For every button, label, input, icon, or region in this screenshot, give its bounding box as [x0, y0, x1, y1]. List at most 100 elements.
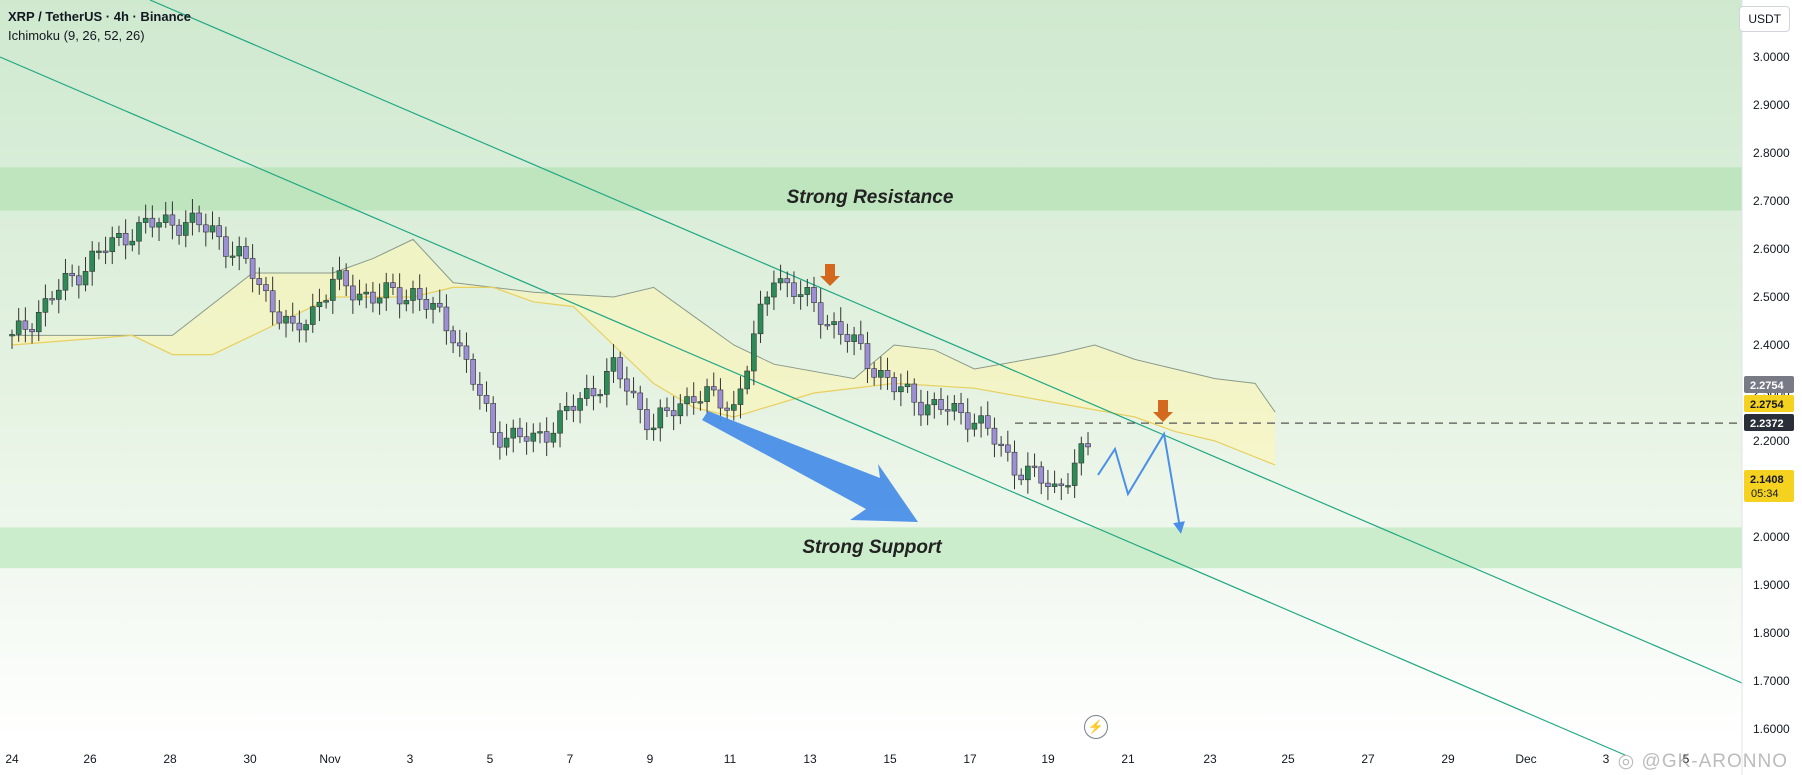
x-tick-label: 24: [5, 752, 19, 766]
x-tick-label: 5: [1683, 752, 1690, 766]
candle: [543, 431, 550, 443]
down-arrow-marker: [820, 264, 840, 286]
candle: [670, 410, 677, 417]
candle: [831, 321, 837, 325]
candle: [697, 401, 704, 404]
candle: [617, 357, 623, 380]
candle: [563, 405, 570, 412]
candle: [483, 395, 490, 404]
candle: [216, 225, 222, 238]
logo-icon: ◎: [1617, 751, 1636, 772]
candle: [1038, 466, 1045, 484]
down-arrow-marker: [1153, 400, 1173, 422]
downtrend-arrow: [702, 411, 918, 522]
candle: [149, 217, 156, 228]
candle: [1045, 482, 1051, 487]
symbol-title[interactable]: XRP / TetherUS · 4h · Binance: [8, 9, 192, 24]
y-tick-label: 2.2000: [1753, 434, 1790, 448]
candle: [918, 401, 924, 416]
price-label-box: [1744, 376, 1794, 393]
candle: [757, 303, 764, 335]
candle: [724, 407, 730, 411]
candle: [684, 396, 690, 405]
candle: [203, 224, 209, 233]
y-tick-label: 3.0000: [1753, 50, 1790, 64]
candle: [430, 302, 436, 310]
candle: [343, 270, 349, 287]
candle: [136, 222, 142, 242]
projection-path: [1097, 431, 1185, 534]
candle: [1071, 462, 1078, 486]
candle: [316, 301, 323, 308]
candle: [878, 370, 884, 378]
candle: [35, 311, 42, 333]
candle: [96, 250, 102, 253]
lightning-icon[interactable]: ⚡: [1084, 715, 1108, 739]
candle: [102, 250, 109, 253]
candle: [69, 272, 75, 277]
candle: [503, 437, 510, 448]
candle: [570, 405, 577, 411]
candle: [189, 212, 196, 223]
candle: [884, 370, 891, 378]
candle: [162, 214, 169, 223]
resistance-zone: [0, 167, 1742, 211]
candle: [851, 334, 857, 342]
candle: [229, 255, 236, 258]
candle: [557, 410, 563, 434]
candle: [891, 377, 898, 393]
candle: [396, 287, 403, 305]
candle: [356, 293, 363, 301]
y-tick-label: 2.8000: [1753, 146, 1790, 160]
y-tick-label: 2.5000: [1753, 290, 1790, 304]
candle: [423, 298, 430, 310]
y-tick-label: 2.0000: [1753, 530, 1790, 544]
candle: [76, 275, 82, 286]
candle: [1065, 485, 1071, 488]
countdown-text: 05:34: [1751, 488, 1779, 500]
candle: [777, 278, 784, 284]
candle: [89, 250, 95, 272]
candle: [443, 306, 450, 332]
watermark: ◎ @GK-ARONNO: [1618, 750, 1788, 773]
candle: [583, 388, 590, 399]
x-tick-label: 3: [1603, 752, 1610, 766]
candle: [824, 324, 831, 327]
candle: [243, 246, 249, 259]
candle: [517, 427, 523, 438]
candle: [263, 284, 269, 292]
candle: [657, 407, 664, 429]
candle: [971, 422, 978, 430]
indicator-label[interactable]: Ichimoku (9, 26, 52, 26): [8, 28, 145, 43]
candle: [630, 390, 637, 394]
candle: [403, 300, 410, 305]
candle: [383, 282, 390, 299]
candle: [490, 403, 497, 433]
candle: [22, 320, 29, 330]
candle: [811, 287, 817, 303]
time-axis-panel: [0, 743, 1742, 775]
candle: [116, 232, 122, 238]
candle: [249, 258, 256, 279]
x-tick-label: Dec: [1515, 752, 1536, 766]
candle: [764, 296, 771, 305]
candle: [510, 427, 517, 439]
x-tick-label: 7: [567, 752, 574, 766]
candle: [323, 300, 329, 303]
candle: [196, 212, 202, 226]
candle: [991, 427, 998, 445]
candle: [944, 409, 951, 412]
y-tick-label: 1.8000: [1753, 626, 1790, 640]
candle: [410, 288, 416, 301]
y-tick-label: 2.7000: [1753, 194, 1790, 208]
support-zone: [0, 527, 1742, 569]
candle: [791, 282, 797, 297]
candle: [390, 282, 396, 288]
y-tick-label: 1.9000: [1753, 578, 1790, 592]
y-tick-label: 1.7000: [1753, 674, 1790, 688]
currency-button[interactable]: USDT: [1739, 6, 1790, 32]
candle: [1025, 465, 1031, 481]
x-tick-label: Nov: [319, 752, 340, 766]
